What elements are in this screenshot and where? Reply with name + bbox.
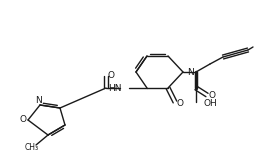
Text: O: O xyxy=(177,99,183,108)
Text: HN: HN xyxy=(108,84,122,93)
Text: O: O xyxy=(108,70,115,79)
Text: CH₃: CH₃ xyxy=(25,143,39,152)
Text: N: N xyxy=(187,67,194,76)
Text: O: O xyxy=(19,116,26,125)
Text: O: O xyxy=(208,91,215,100)
Text: OH: OH xyxy=(204,99,218,108)
Text: N: N xyxy=(35,96,41,105)
